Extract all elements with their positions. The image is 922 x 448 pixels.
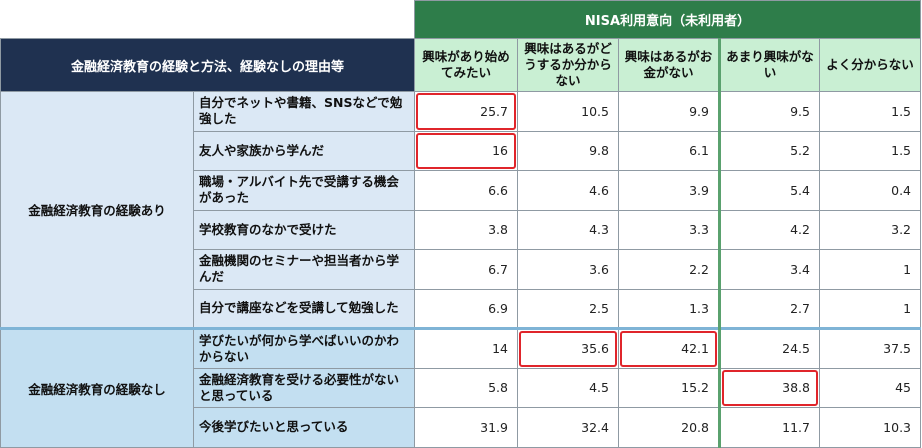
value-cell: 1.3	[618, 288, 720, 329]
experience-header: 金融経済教育の経験と方法、経験なしの理由等	[0, 38, 415, 92]
column-header: 興味はあるがお金がない	[618, 38, 720, 92]
group-label: 金融経済教育の経験なし	[0, 327, 194, 448]
value-cell: 3.6	[517, 249, 619, 290]
column-header: あまり興味がない	[718, 38, 820, 92]
table-row: 職場・アルバイト先で受講する機会があった 6.6 4.6 3.9 5.4 0.4	[1, 170, 922, 211]
value-cell: 4.2	[718, 209, 820, 250]
value-cell: 6.9	[414, 288, 518, 329]
value-cell: 10.5	[517, 91, 619, 132]
row-label: 今後学びたいと思っている	[193, 407, 415, 448]
row-label: 学びたいが何から学べばいいのかわからない	[193, 327, 415, 369]
highlighted-value-cell: 25.7	[414, 91, 518, 132]
value-cell: 32.4	[517, 407, 619, 448]
header-row-columns: 金融経済教育の経験と方法、経験なしの理由等 興味があり始めてみたい 興味はあるが…	[0, 38, 922, 92]
value-cell: 6.6	[414, 170, 518, 211]
value-cell: 5.2	[718, 130, 820, 171]
value-cell: 3.3	[618, 209, 720, 250]
table-row: 友人や家族から学んだ 16 9.8 6.1 5.2 1.5	[1, 130, 922, 171]
row-label: 自分でネットや書籍、SNSなどで勉強した	[193, 91, 415, 132]
value-cell: 4.6	[517, 170, 619, 211]
row-label: 職場・アルバイト先で受講する機会があった	[193, 170, 415, 211]
value-cell: 31.9	[414, 407, 518, 448]
highlighted-value-cell: 38.8	[718, 367, 820, 408]
highlighted-value-cell: 42.1	[618, 327, 720, 369]
value-cell: 6.1	[618, 130, 720, 171]
value-cell: 1.5	[818, 130, 922, 171]
value-cell: 1	[818, 288, 922, 329]
value-cell: 5.4	[718, 170, 820, 211]
value-cell: 1.5	[818, 91, 922, 132]
header-row-top: NISA利用意向（未利用者）	[0, 0, 922, 39]
value-cell: 6.7	[414, 249, 518, 290]
value-cell: 11.7	[718, 407, 820, 448]
value-cell: 3.9	[618, 170, 720, 211]
value-cell: 9.9	[618, 91, 720, 132]
table-row: 金融経済教育の経験なし 学びたいが何から学べばいいのかわからない 14 35.6 42.…	[0, 327, 922, 448]
table-row: 金融経済教育を受ける必要性がないと思っている 5.8 4.5 15.2 38.8 45	[1, 367, 922, 408]
value-cell: 37.5	[818, 327, 922, 369]
table-row: 自分で講座などを受講して勉強した 6.9 2.5 1.3 2.7 1	[1, 288, 922, 329]
column-header: よく分からない	[818, 38, 922, 92]
row-label: 金融機関のセミナーや担当者から学んだ	[193, 249, 415, 290]
nisa-intent-header: NISA利用意向（未利用者）	[413, 0, 922, 39]
group-label: 金融経済教育の経験あり	[0, 91, 194, 329]
value-cell: 2.5	[517, 288, 619, 329]
value-cell: 4.5	[517, 367, 619, 408]
value-cell: 1	[818, 249, 922, 290]
value-cell: 10.3	[818, 407, 922, 448]
column-header: 興味はあるがどうするか分からない	[517, 38, 619, 92]
highlighted-value-cell: 16	[414, 130, 518, 171]
header-blank	[0, 0, 415, 39]
value-cell: 4.3	[517, 209, 619, 250]
value-cell: 0.4	[818, 170, 922, 211]
value-cell: 24.5	[718, 327, 820, 369]
value-cell: 3.4	[718, 249, 820, 290]
table-row: 今後学びたいと思っている 31.9 32.4 20.8 11.7 10.3	[1, 407, 922, 448]
row-label: 自分で講座などを受講して勉強した	[193, 288, 415, 329]
value-cell: 2.2	[618, 249, 720, 290]
column-header: 興味があり始めてみたい	[414, 38, 518, 92]
row-label: 友人や家族から学んだ	[193, 130, 415, 171]
value-cell: 3.2	[818, 209, 922, 250]
value-cell: 5.8	[414, 367, 518, 408]
row-label: 学校教育のなかで受けた	[193, 209, 415, 250]
table-row: 金融経済教育の経験あり 自分でネットや書籍、SNSなどで勉強した 25.7 10.5 9…	[0, 91, 922, 329]
table-body: 金融経済教育の経験あり 自分でネットや書籍、SNSなどで勉強した 25.7 10.5 9…	[0, 91, 922, 448]
value-cell: 9.5	[718, 91, 820, 132]
value-cell: 15.2	[618, 367, 720, 408]
highlighted-value-cell: 35.6	[517, 327, 619, 369]
value-cell: 3.8	[414, 209, 518, 250]
table-row: 学校教育のなかで受けた 3.8 4.3 3.3 4.2 3.2	[1, 209, 922, 250]
value-cell: 45	[818, 367, 922, 408]
value-cell: 20.8	[618, 407, 720, 448]
value-cell: 14	[414, 327, 518, 369]
value-cell: 2.7	[718, 288, 820, 329]
row-label: 金融経済教育を受ける必要性がないと思っている	[193, 367, 415, 408]
value-cell: 9.8	[517, 130, 619, 171]
